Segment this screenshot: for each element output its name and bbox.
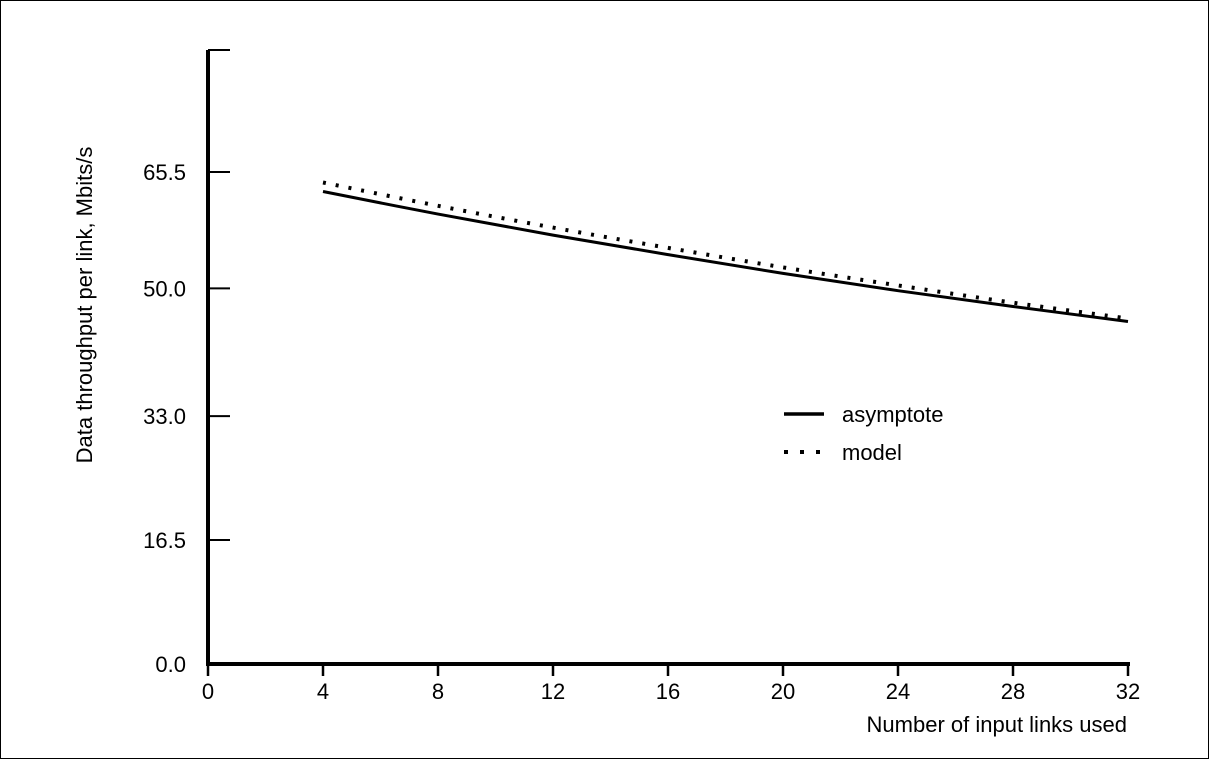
ticks: 0 4 8 12 16 20 24 28 32 0.0 16.5 33.0 50.0 65.5 (143, 160, 1140, 704)
y-tick-label: 33.0 (143, 404, 186, 429)
x-tick-label: 4 (317, 679, 329, 704)
x-tick-label: 12 (541, 679, 565, 704)
y-tick-label: 50.0 (143, 276, 186, 301)
y-axis-title: Data throughput per link, Mbits/s (72, 147, 97, 464)
x-tick-label: 32 (1116, 679, 1140, 704)
legend-label-model: model (842, 440, 902, 465)
y-tick-label: 65.5 (143, 160, 186, 185)
x-axis-title: Number of input links used (867, 712, 1127, 737)
series-layer (322, 180, 1129, 323)
x-tick-label: 20 (771, 679, 795, 704)
legend: asymptote model (784, 402, 944, 465)
x-tick-label: 8 (432, 679, 444, 704)
y-tick-label: 16.5 (143, 528, 186, 553)
y-tick-label: 0.0 (155, 652, 186, 677)
series-line-model (322, 180, 1129, 321)
x-tick-label: 28 (1001, 679, 1025, 704)
axes (206, 49, 1130, 666)
x-tick-label: 16 (656, 679, 680, 704)
series-line-asymptote (322, 190, 1129, 323)
x-tick-label: 24 (886, 679, 910, 704)
legend-label-asymptote: asymptote (842, 402, 944, 427)
x-tick-label: 0 (202, 679, 214, 704)
